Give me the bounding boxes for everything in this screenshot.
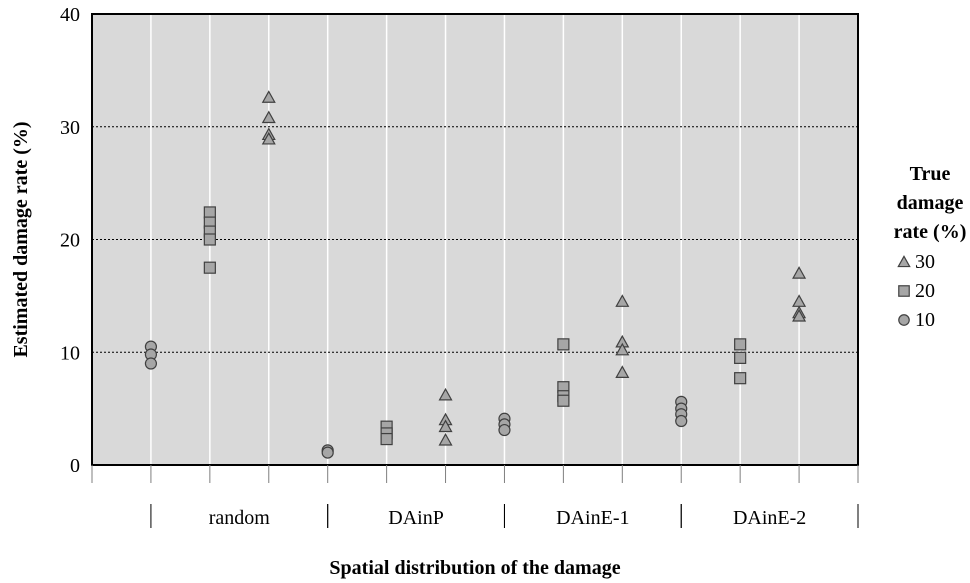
data-point-triangle — [615, 294, 630, 307]
data-points — [144, 90, 807, 459]
legend-marker-triangle — [897, 255, 911, 268]
y-tick-label: 40 — [60, 4, 80, 26]
data-point-triangle — [261, 110, 276, 124]
x-category-label: DAinE-1 — [556, 507, 629, 529]
data-point-square — [734, 372, 747, 385]
data-point-circle — [321, 446, 334, 459]
legend: True damage rate (%) 30 20 10 — [894, 163, 967, 331]
y-tick-label: 0 — [70, 455, 80, 477]
plot-frame — [91, 13, 859, 466]
legend-title: rate (%) — [894, 221, 967, 243]
data-point-circle — [675, 414, 688, 428]
data-point-triangle — [261, 131, 276, 145]
data-point-square — [203, 261, 216, 274]
data-point-triangle — [615, 365, 630, 378]
y-axis-ticks: 0 10 20 30 40 — [60, 4, 80, 477]
plot-area — [92, 14, 858, 465]
x-axis-title: Spatial distribution of the damage — [329, 557, 620, 579]
data-point-square — [557, 338, 570, 351]
data-point-triangle — [261, 90, 276, 103]
data-point-square — [734, 351, 747, 364]
data-point-circle — [144, 357, 158, 370]
data-point-square — [203, 206, 216, 219]
data-point-square — [380, 432, 393, 446]
legend-label: 10 — [915, 309, 935, 331]
data-point-triangle — [438, 419, 453, 433]
data-point-square — [557, 394, 570, 407]
data-point-triangle — [438, 387, 453, 401]
x-axis-category-labels: random DAinP DAinE-1 DAinE-2 — [150, 504, 859, 529]
data-point-triangle — [792, 266, 807, 279]
x-category-label: DAinE-2 — [733, 507, 806, 529]
y-tick-label: 20 — [60, 230, 80, 252]
y-tick-label: 30 — [60, 117, 80, 139]
x-category-label: DAinP — [388, 507, 444, 529]
data-point-square — [734, 338, 747, 351]
x-category-label: random — [209, 507, 271, 529]
legend-title: True — [910, 163, 951, 185]
data-point-triangle — [615, 342, 630, 356]
data-point-triangle — [438, 432, 453, 446]
data-point-square — [203, 233, 216, 246]
legend-title: damage — [897, 192, 964, 214]
legend-label: 20 — [915, 280, 935, 302]
series-10 — [144, 340, 688, 459]
data-point-circle — [498, 423, 511, 437]
y-axis-title: Estimated damage rate (%) — [10, 121, 32, 357]
x-axis-ticks — [91, 465, 859, 483]
series-30 — [261, 90, 807, 446]
legend-marker-circle — [898, 314, 910, 326]
data-point-triangle — [792, 308, 807, 322]
y-tick-label: 10 — [60, 342, 80, 364]
legend-label: 30 — [915, 251, 935, 273]
legend-marker-square — [898, 285, 910, 297]
series-20 — [203, 206, 747, 446]
